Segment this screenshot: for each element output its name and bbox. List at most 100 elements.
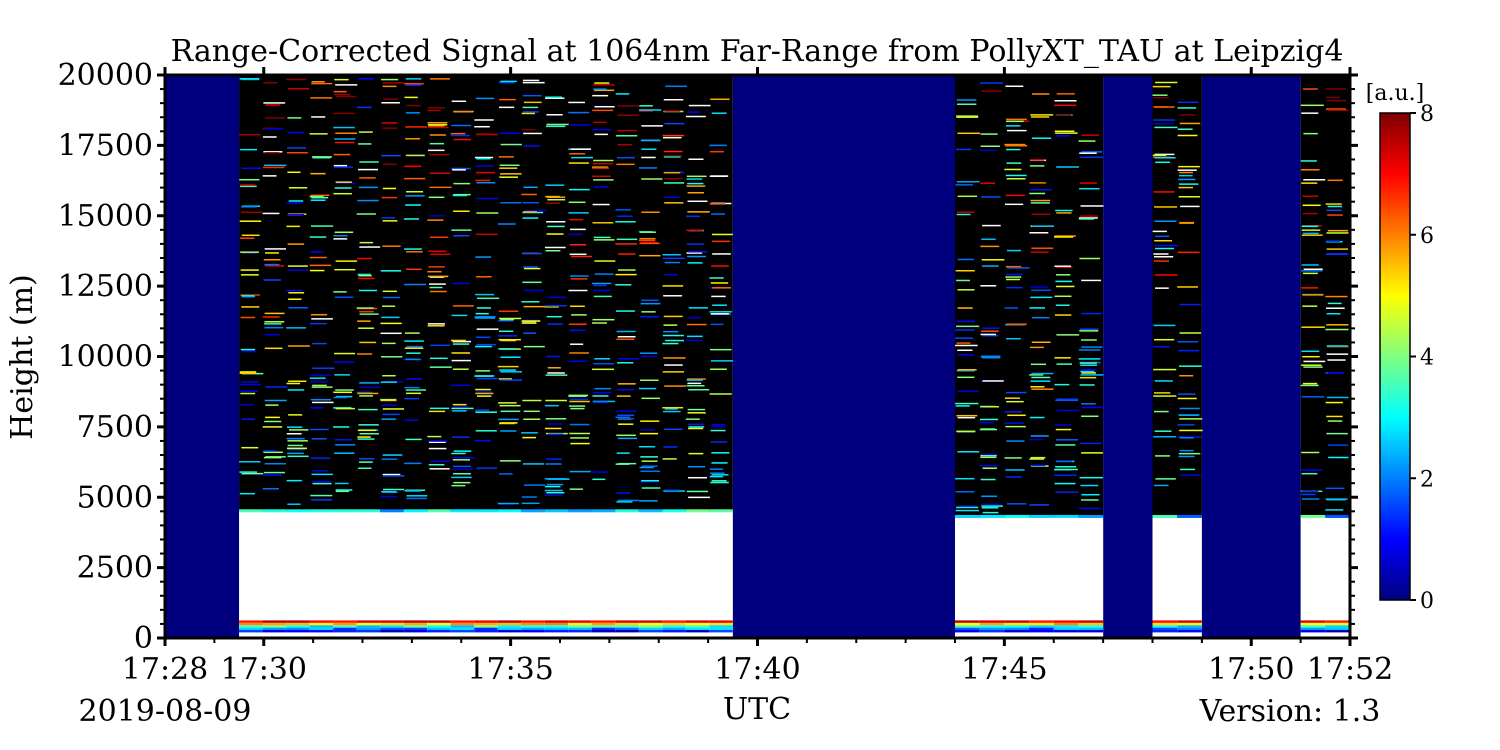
signal-bin xyxy=(1154,430,1172,432)
signal-bin xyxy=(1030,251,1049,253)
signal-bin xyxy=(709,144,727,147)
signal-bin xyxy=(980,456,997,459)
signal-bin xyxy=(568,212,589,214)
signal-bin xyxy=(1301,234,1323,236)
signal-bin xyxy=(1056,93,1075,95)
signal-bin xyxy=(358,467,372,470)
signal-bin xyxy=(545,418,567,420)
signal-bin xyxy=(264,265,285,267)
signal-bin xyxy=(545,399,567,402)
signal-bin xyxy=(981,330,999,332)
signal-bin xyxy=(616,338,635,341)
signal-bin xyxy=(427,275,449,278)
signal-bin xyxy=(1056,212,1072,214)
signal-bin xyxy=(286,289,303,292)
signal-bin xyxy=(499,422,515,425)
signal-bin xyxy=(1302,355,1320,358)
signal-bin xyxy=(429,172,451,174)
signal-bin xyxy=(406,104,421,107)
signal-bin xyxy=(1056,266,1073,268)
signal-bin xyxy=(521,620,545,623)
signal-bin xyxy=(663,156,681,158)
signal-bin xyxy=(287,213,305,216)
signal-bin xyxy=(286,509,310,513)
signal-bin xyxy=(312,342,327,345)
signal-bin xyxy=(264,347,283,350)
signal-bin xyxy=(310,172,326,175)
signal-bin xyxy=(592,94,609,97)
signal-bin xyxy=(1030,202,1050,204)
signal-bin xyxy=(546,355,561,358)
signal-bin xyxy=(241,446,259,449)
signal-bin xyxy=(1078,620,1104,623)
signal-bin xyxy=(687,335,703,338)
signal-bin xyxy=(357,199,379,202)
signal-bin xyxy=(427,122,448,124)
signal-bin xyxy=(1328,444,1349,446)
signal-bin xyxy=(452,403,467,406)
signal-bin xyxy=(1054,314,1072,316)
signal-bin xyxy=(1031,341,1051,343)
signal-bin xyxy=(264,312,285,315)
signal-bin xyxy=(1154,244,1178,247)
signal-bin xyxy=(1154,380,1173,382)
signal-bin xyxy=(382,491,398,494)
signal-bin xyxy=(286,426,303,428)
signal-bin xyxy=(287,389,305,391)
signal-bin xyxy=(568,111,590,114)
signal-bin xyxy=(1080,484,1099,487)
signal-bin xyxy=(1054,474,1077,477)
signal-bin xyxy=(1056,285,1075,288)
signal-bin xyxy=(955,491,975,493)
signal-bin xyxy=(239,390,259,392)
signal-bin xyxy=(404,397,420,400)
signal-bin xyxy=(709,627,733,630)
signal-bin xyxy=(710,429,726,432)
signal-bin xyxy=(451,452,466,455)
signal-bin xyxy=(359,382,380,384)
signal-bin xyxy=(568,630,592,633)
signal-bin xyxy=(710,360,733,362)
signal-bin xyxy=(450,509,475,513)
signal-bin xyxy=(262,509,287,513)
signal-bin xyxy=(979,514,1005,518)
signal-bin xyxy=(1079,257,1100,260)
signal-bin xyxy=(664,408,678,410)
colorbar-tick-label: 0 xyxy=(1420,589,1434,614)
signal-bin xyxy=(957,195,978,198)
signal-bin xyxy=(288,292,305,294)
signal-bin xyxy=(1029,458,1045,460)
signal-bin xyxy=(711,423,726,426)
signal-bin xyxy=(618,269,636,271)
signal-bin xyxy=(955,402,979,405)
signal-bin xyxy=(264,399,287,402)
signal-bin xyxy=(711,295,726,298)
signal-bin xyxy=(1004,307,1019,309)
signal-bin xyxy=(1005,476,1022,478)
signal-bin xyxy=(1179,418,1203,420)
signal-bin xyxy=(428,250,447,253)
signal-bin xyxy=(241,295,255,297)
signal-bin xyxy=(638,387,657,390)
signal-bin xyxy=(1079,152,1097,154)
signal-bin xyxy=(1325,487,1345,490)
signal-bin xyxy=(239,371,257,373)
signal-bin xyxy=(665,489,679,492)
signal-bin xyxy=(1153,122,1174,125)
signal-bin xyxy=(1006,267,1030,269)
signal-bin xyxy=(593,239,615,241)
signal-bin xyxy=(982,406,999,408)
signal-bin xyxy=(1031,137,1052,139)
signal-bin xyxy=(359,241,374,244)
signal-bin xyxy=(499,369,517,371)
signal-bin xyxy=(639,237,656,240)
signal-bin xyxy=(570,278,588,280)
signal-bin xyxy=(662,620,686,623)
signal-bin xyxy=(357,168,379,171)
signal-bin xyxy=(453,210,470,212)
signal-bin xyxy=(523,305,546,308)
signal-bin xyxy=(1154,247,1174,250)
signal-bin xyxy=(1004,620,1030,623)
saturated-layer xyxy=(1152,516,1202,638)
signal-bin xyxy=(617,383,636,385)
